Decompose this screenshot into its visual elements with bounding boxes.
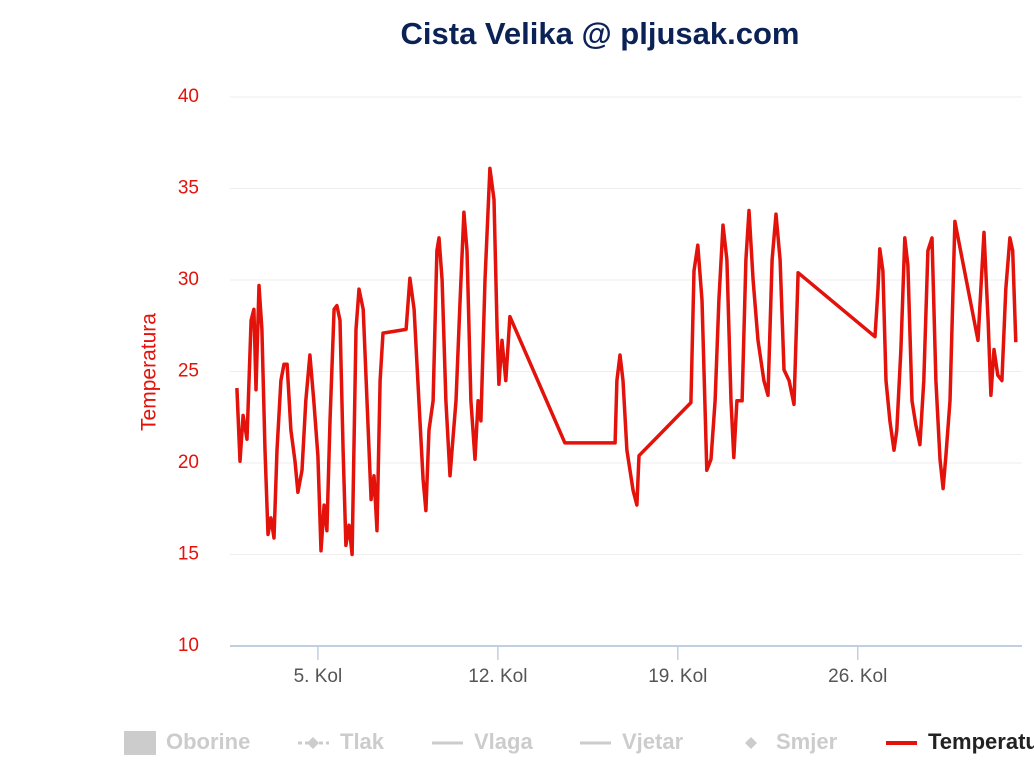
legend-symbol [124,731,156,755]
temperature-line [235,166,1018,557]
chart-title: Cista Velika @ pljusak.com [401,16,800,51]
y-tick-label: 15 [178,544,199,565]
legend-label[interactable]: Smjer [776,729,838,754]
legend-symbol [745,737,757,749]
y-tick-label: 20 [178,452,199,473]
y-tick-label: 40 [178,86,199,107]
x-tick-label: 5. Kol [294,666,343,687]
y-tick-label: 10 [178,635,199,656]
legend-label[interactable]: Temperatura [928,729,1034,754]
legend-label[interactable]: Oborine [166,729,250,754]
legend-label[interactable]: Tlak [340,729,385,754]
x-tick-label: 12. Kol [468,666,527,687]
x-tick-label: 19. Kol [648,666,707,687]
legend-label[interactable]: Vlaga [474,729,533,754]
x-tick-label: 26. Kol [828,666,887,687]
legend-symbol [307,737,319,749]
y-axis-title: Temperatura [138,313,161,431]
y-tick-label: 30 [178,269,199,290]
legend-label[interactable]: Vjetar [622,729,684,754]
y-tick-label: 35 [178,178,199,199]
y-tick-label: 25 [178,361,199,382]
